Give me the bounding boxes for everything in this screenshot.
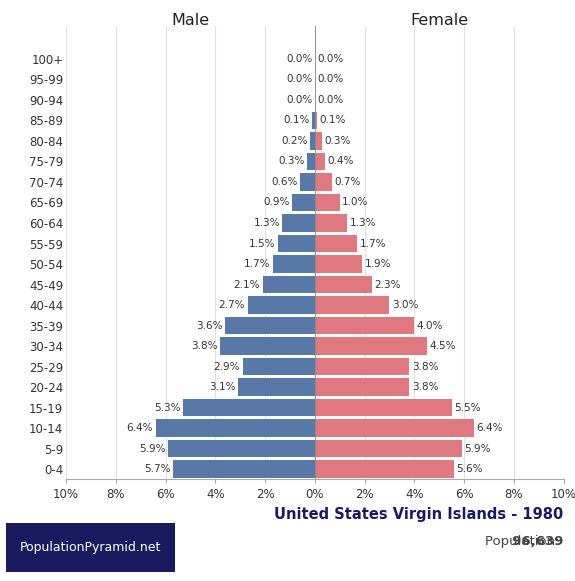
Bar <box>315 399 451 416</box>
Bar <box>315 460 454 478</box>
Bar <box>315 317 414 334</box>
Bar <box>315 173 332 191</box>
Text: 2.7%: 2.7% <box>218 300 245 310</box>
Bar <box>173 460 315 478</box>
Bar <box>315 296 389 314</box>
Text: Population:: Population: <box>485 535 564 548</box>
Text: 5.9%: 5.9% <box>464 443 490 454</box>
Text: 2.1%: 2.1% <box>233 279 260 289</box>
Text: 0.6%: 0.6% <box>271 177 297 187</box>
Bar <box>308 153 315 170</box>
Text: Male: Male <box>171 13 209 28</box>
Bar <box>273 255 315 272</box>
Bar <box>315 132 322 150</box>
Text: 0.2%: 0.2% <box>281 136 308 146</box>
Bar <box>183 399 315 416</box>
Text: 3.8%: 3.8% <box>412 361 438 371</box>
Text: 1.7%: 1.7% <box>359 239 386 249</box>
Bar <box>315 153 325 170</box>
Text: 0.0%: 0.0% <box>317 95 343 105</box>
Bar <box>310 132 315 150</box>
Bar <box>278 235 315 252</box>
Bar <box>315 235 357 252</box>
Text: 0.0%: 0.0% <box>286 95 312 105</box>
Text: 5.5%: 5.5% <box>454 403 481 413</box>
Text: 0.0%: 0.0% <box>317 54 343 64</box>
Text: 5.9%: 5.9% <box>139 443 166 454</box>
Text: 0.3%: 0.3% <box>278 156 305 167</box>
Bar <box>315 378 409 396</box>
Bar <box>315 358 409 375</box>
Text: Female: Female <box>410 13 468 28</box>
Text: 5.7%: 5.7% <box>144 464 171 474</box>
Bar <box>312 112 315 129</box>
Bar <box>168 440 315 457</box>
Text: 3.6%: 3.6% <box>196 321 223 331</box>
Bar <box>315 276 372 293</box>
Text: 1.5%: 1.5% <box>248 239 275 249</box>
Text: 1.9%: 1.9% <box>365 259 391 269</box>
Text: 2.9%: 2.9% <box>214 361 240 371</box>
Text: 0.1%: 0.1% <box>320 116 346 125</box>
Text: 0.0%: 0.0% <box>317 74 343 84</box>
Text: 0.7%: 0.7% <box>335 177 361 187</box>
Text: 5.3%: 5.3% <box>154 403 181 413</box>
Text: 0.1%: 0.1% <box>283 116 310 125</box>
Text: 3.0%: 3.0% <box>392 300 418 310</box>
Bar <box>315 112 317 129</box>
Text: 2.3%: 2.3% <box>374 279 401 289</box>
Bar <box>243 358 315 375</box>
Bar <box>315 214 347 232</box>
Bar <box>225 317 315 334</box>
Text: 1.3%: 1.3% <box>254 218 280 228</box>
Text: 3.1%: 3.1% <box>209 382 235 392</box>
Text: 0.4%: 0.4% <box>327 156 354 167</box>
Text: 1.0%: 1.0% <box>342 198 369 207</box>
Text: 6.4%: 6.4% <box>477 423 503 433</box>
Text: 0.0%: 0.0% <box>286 74 312 84</box>
Text: 5.6%: 5.6% <box>457 464 483 474</box>
Text: 4.0%: 4.0% <box>417 321 443 331</box>
Bar <box>248 296 315 314</box>
Bar <box>237 378 315 396</box>
Text: 96,639: 96,639 <box>466 535 564 548</box>
Text: 0.0%: 0.0% <box>286 54 312 64</box>
Text: 6.4%: 6.4% <box>126 423 153 433</box>
Text: 1.3%: 1.3% <box>350 218 376 228</box>
Bar <box>315 440 462 457</box>
Text: 1.7%: 1.7% <box>244 259 270 269</box>
Bar <box>156 419 315 437</box>
Text: 3.8%: 3.8% <box>412 382 438 392</box>
Bar <box>293 194 315 211</box>
Bar <box>315 194 340 211</box>
Text: 3.8%: 3.8% <box>191 341 218 351</box>
Bar <box>220 338 315 355</box>
Bar <box>263 276 315 293</box>
Text: United States Virgin Islands - 1980: United States Virgin Islands - 1980 <box>274 507 564 522</box>
Text: 4.5%: 4.5% <box>429 341 456 351</box>
Bar <box>315 338 427 355</box>
Text: 0.3%: 0.3% <box>325 136 351 146</box>
Bar <box>300 173 315 191</box>
Bar <box>315 255 362 272</box>
Bar <box>315 419 474 437</box>
Text: PopulationPyramid.net: PopulationPyramid.net <box>20 541 161 554</box>
Text: 0.9%: 0.9% <box>263 198 290 207</box>
Bar <box>282 214 315 232</box>
